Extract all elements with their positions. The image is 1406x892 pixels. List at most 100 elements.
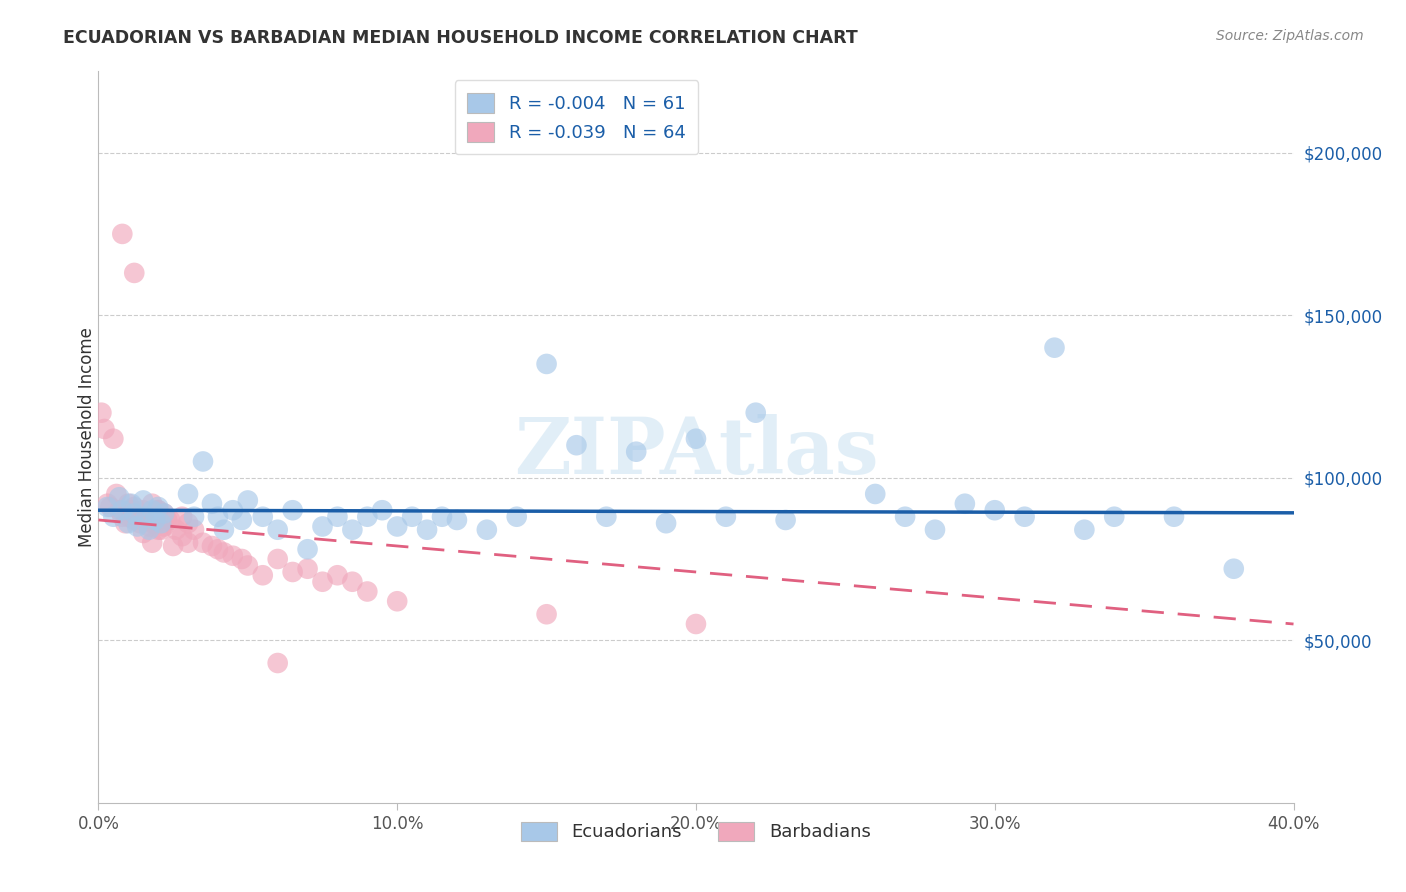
Point: [1163, 509, 1185, 524]
Point: [135, 509, 157, 524]
Point: [430, 509, 453, 524]
Point: [138, 523, 160, 537]
Point: [267, 552, 290, 566]
Point: [103, 509, 125, 524]
Point: [141, 503, 163, 517]
Point: [385, 519, 409, 533]
Point: [311, 519, 333, 533]
Point: [148, 503, 170, 517]
Point: [714, 509, 737, 524]
Point: [342, 574, 364, 589]
Point: [207, 509, 229, 524]
Point: [252, 568, 274, 582]
Point: [132, 526, 155, 541]
Point: [685, 617, 707, 632]
Point: [98, 500, 122, 514]
Point: [148, 500, 170, 514]
Point: [924, 523, 946, 537]
Point: [212, 523, 235, 537]
Point: [141, 535, 163, 549]
Y-axis label: Median Household Income: Median Household Income: [79, 327, 96, 547]
Point: [311, 574, 333, 589]
Point: [111, 503, 134, 517]
Point: [201, 539, 224, 553]
Point: [1043, 341, 1066, 355]
Point: [162, 539, 184, 553]
Point: [132, 503, 155, 517]
Point: [446, 513, 468, 527]
Point: [127, 519, 149, 533]
Point: [129, 516, 152, 531]
Point: [120, 497, 142, 511]
Legend: Ecuadorians, Barbadians: Ecuadorians, Barbadians: [515, 814, 877, 848]
Point: [356, 509, 378, 524]
Point: [506, 509, 529, 524]
Point: [105, 487, 128, 501]
Point: [124, 513, 146, 527]
Point: [117, 497, 139, 511]
Point: [177, 535, 200, 549]
Point: [745, 406, 768, 420]
Point: [231, 552, 253, 566]
Point: [120, 503, 142, 517]
Point: [356, 584, 378, 599]
Point: [177, 487, 200, 501]
Point: [96, 497, 118, 511]
Point: [183, 509, 205, 524]
Point: [153, 507, 176, 521]
Point: [267, 656, 290, 670]
Point: [153, 507, 176, 521]
Point: [281, 565, 304, 579]
Point: [536, 357, 558, 371]
Point: [148, 523, 170, 537]
Point: [111, 509, 134, 524]
Point: [159, 513, 181, 527]
Point: [93, 422, 115, 436]
Point: [894, 509, 917, 524]
Point: [685, 432, 707, 446]
Point: [371, 503, 394, 517]
Point: [297, 542, 319, 557]
Point: [156, 513, 179, 527]
Point: [953, 497, 976, 511]
Point: [135, 513, 157, 527]
Point: [96, 500, 118, 514]
Point: [153, 519, 176, 533]
Point: [1104, 509, 1126, 524]
Point: [148, 503, 170, 517]
Point: [222, 549, 245, 563]
Point: [141, 516, 163, 531]
Point: [108, 503, 131, 517]
Point: [231, 513, 253, 527]
Point: [183, 523, 205, 537]
Point: [475, 523, 498, 537]
Point: [416, 523, 439, 537]
Point: [281, 503, 304, 517]
Point: [172, 529, 194, 543]
Point: [401, 509, 423, 524]
Point: [191, 535, 214, 549]
Text: ECUADORIAN VS BARBADIAN MEDIAN HOUSEHOLD INCOME CORRELATION CHART: ECUADORIAN VS BARBADIAN MEDIAN HOUSEHOLD…: [63, 29, 858, 46]
Point: [132, 493, 155, 508]
Point: [536, 607, 558, 622]
Point: [865, 487, 887, 501]
Point: [172, 509, 194, 524]
Point: [150, 516, 173, 531]
Point: [326, 509, 349, 524]
Point: [103, 432, 125, 446]
Point: [117, 509, 139, 524]
Point: [984, 503, 1007, 517]
Point: [236, 558, 259, 573]
Point: [1223, 562, 1246, 576]
Point: [252, 509, 274, 524]
Point: [1014, 509, 1036, 524]
Point: [90, 406, 112, 420]
Point: [236, 493, 259, 508]
Point: [201, 497, 224, 511]
Point: [177, 516, 200, 531]
Point: [143, 513, 166, 527]
Point: [655, 516, 678, 531]
Point: [565, 438, 588, 452]
Point: [117, 516, 139, 531]
Point: [191, 454, 214, 468]
